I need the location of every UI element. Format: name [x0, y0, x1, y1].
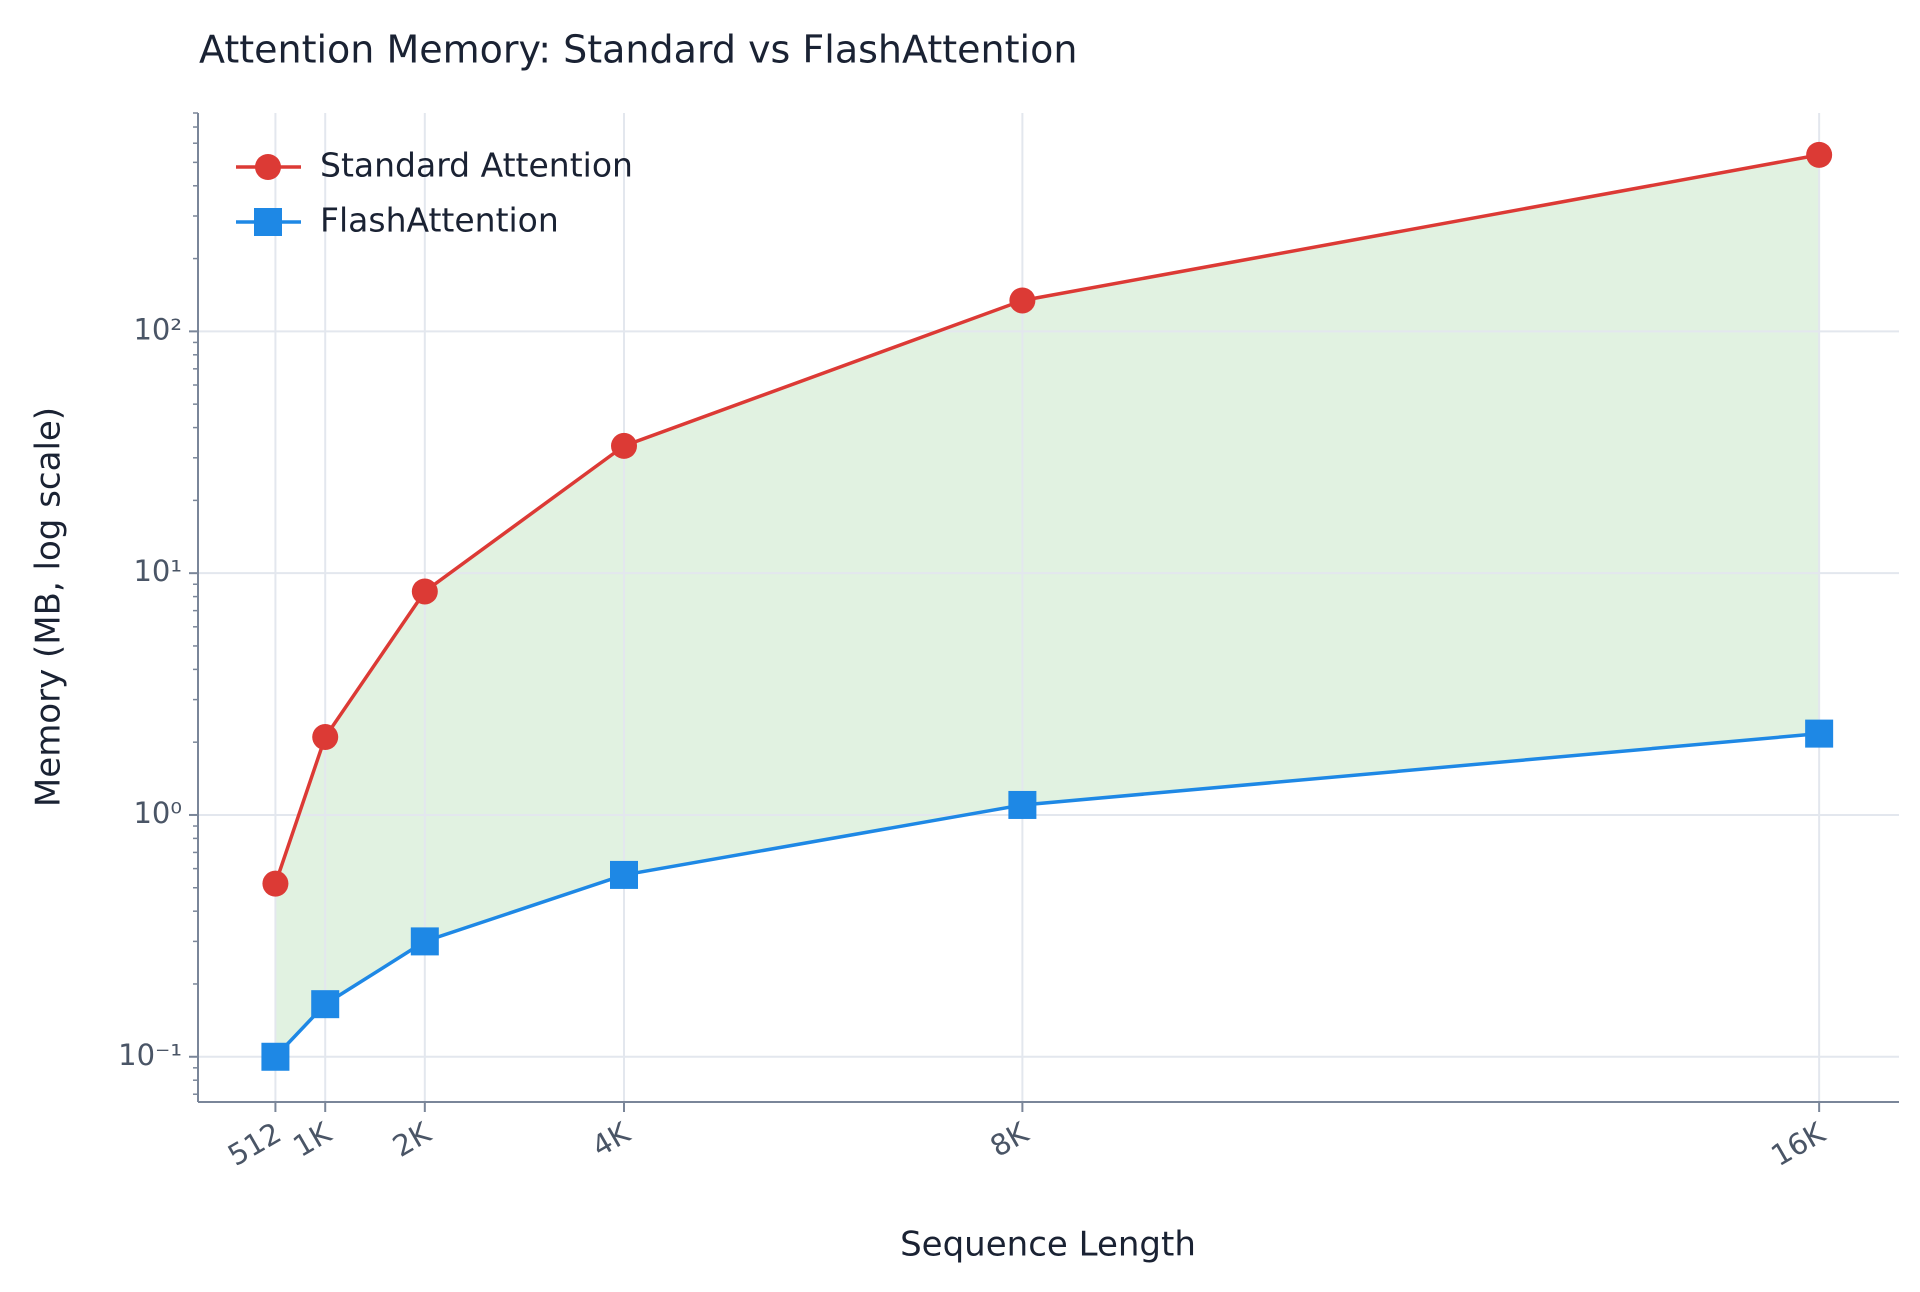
data-point — [611, 432, 638, 459]
x-tick-label: 4K — [586, 1115, 636, 1164]
data-point — [311, 990, 340, 1019]
x-tick-label: 8K — [984, 1115, 1034, 1164]
data-point — [1805, 719, 1834, 748]
x-axis-label: Sequence Length — [900, 1225, 1196, 1265]
data-point — [262, 870, 289, 897]
chart-title: Attention Memory: Standard vs FlashAtten… — [199, 28, 1077, 72]
legend-marker — [254, 208, 282, 236]
x-tick-label: 16K — [1765, 1115, 1831, 1173]
y-tick-label: 10¹ — [133, 554, 182, 588]
fill-between — [275, 154, 1820, 1057]
legend-marker — [255, 154, 281, 180]
y-axis-label: Memory (MB, log scale) — [29, 407, 69, 807]
x-tick-label: 2K — [387, 1115, 437, 1164]
data-point — [1806, 141, 1833, 168]
data-point — [312, 724, 339, 751]
data-point — [261, 1042, 290, 1071]
y-tick-label: 10² — [133, 312, 182, 346]
y-tick-label: 10⁻¹ — [118, 1038, 182, 1072]
legend-label: Standard Attention — [320, 146, 633, 185]
data-point — [1008, 790, 1037, 819]
data-point — [1009, 287, 1036, 314]
series-line — [273, 153, 1820, 885]
data-point — [410, 927, 439, 956]
y-tick-label: 10⁰ — [133, 796, 182, 830]
legend-label: FlashAttention — [320, 201, 559, 240]
x-tick-label: 512 — [222, 1116, 287, 1173]
x-tick-label: 1K — [287, 1115, 337, 1164]
data-point — [411, 578, 438, 605]
data-point — [610, 860, 639, 889]
